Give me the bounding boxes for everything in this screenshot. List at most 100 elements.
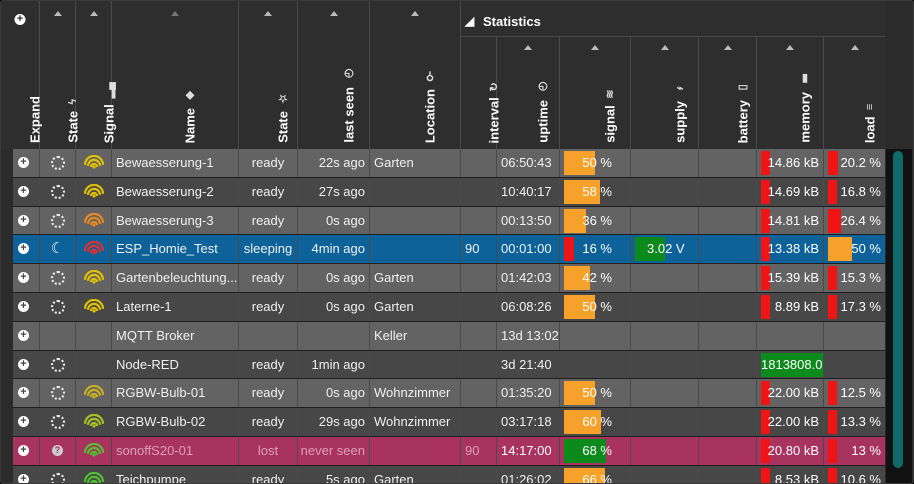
signal-value: 50 %: [582, 155, 612, 170]
cell-sigicon: [76, 350, 112, 379]
device-name[interactable]: RGBW-Bulb-01: [116, 385, 206, 401]
device-name[interactable]: Bewaesserung-2: [116, 183, 214, 199]
sort-icon[interactable]: [411, 11, 419, 16]
col-state[interactable]: State ☆: [239, 1, 298, 149]
sort-icon[interactable]: [524, 45, 532, 50]
table-row[interactable]: + Gartenbeleuchtung... ready 0s ago Garten 01…: [13, 264, 885, 293]
expand-row-icon[interactable]: +: [18, 358, 29, 370]
cell-expand: +: [13, 321, 40, 350]
sort-icon[interactable]: [171, 11, 179, 16]
expand-row-icon[interactable]: +: [18, 416, 29, 428]
expand-all-icon[interactable]: +: [14, 14, 26, 25]
col-last-seen[interactable]: last seen ◷: [298, 1, 370, 149]
device-name[interactable]: MQTT Broker: [116, 327, 195, 343]
cell-last_seen: never seen: [298, 436, 370, 465]
expand-row-icon[interactable]: +: [18, 444, 29, 456]
device-name[interactable]: Gartenbeleuchtung...: [116, 270, 238, 286]
cell-state: ready: [239, 149, 298, 177]
col-signal-icon[interactable]: Signal ▂▄: [76, 1, 116, 149]
sort-icon[interactable]: [660, 45, 669, 50]
expand-row-icon[interactable]: +: [18, 329, 29, 341]
sort-icon[interactable]: [53, 11, 62, 16]
cell-interval: [461, 292, 497, 321]
table-row[interactable]: + MQTT Broker Keller 13d 13:02: [13, 321, 885, 351]
load-value: 26.4 %: [840, 212, 881, 228]
sort-icon[interactable]: [786, 45, 794, 50]
cell-load: 13.3 %: [824, 408, 885, 436]
col-signal[interactable]: signal ≋: [560, 37, 631, 149]
table-row[interactable]: +? sonoffS20-01 lost never seen 90 14:17:00 68…: [13, 436, 885, 466]
memory-bar: [761, 237, 770, 262]
expand-row-icon[interactable]: +: [18, 387, 29, 399]
col-load[interactable]: load ≡: [824, 37, 885, 149]
cell-supply: [631, 149, 699, 177]
cell-name: Laterne-1: [112, 292, 239, 321]
col-battery[interactable]: battery ▭: [699, 37, 757, 149]
cell-state: sleeping: [239, 235, 298, 264]
expand-row-icon[interactable]: +: [18, 300, 29, 312]
battery-icon: ▭: [737, 80, 749, 94]
table-row[interactable]: + Teichpumpe ready 5s ago Garten 01:26:02 66 %…: [13, 465, 885, 484]
table-row[interactable]: + Bewaesserung-2 ready 27s ago 10:40:17 58 % 1…: [13, 177, 885, 207]
cell-memory: 8.53 kB: [757, 465, 824, 483]
col-memory-label: memory: [797, 92, 813, 143]
cell-battery: [699, 149, 757, 177]
device-name[interactable]: Bewaesserung-1: [116, 155, 214, 170]
col-name-label: Name: [182, 107, 198, 143]
device-name[interactable]: Laterne-1: [116, 298, 172, 314]
scrollbar[interactable]: [886, 149, 912, 483]
table-row[interactable]: + RGBW-Bulb-01 ready 0s ago Wohnzimmer 01:35:…: [13, 379, 885, 409]
spinner-icon: [50, 271, 65, 286]
expand-row-icon[interactable]: +: [18, 243, 29, 255]
scrollbar-thumb[interactable]: [893, 151, 903, 468]
device-name[interactable]: sonoffS20-01: [116, 442, 194, 458]
table-row[interactable]: + ☾ ESP_Homie_Test sleeping 4min ago 90 00:01:…: [13, 235, 885, 265]
memory-bar: [761, 266, 770, 291]
signal-bar: [564, 410, 601, 435]
col-interval[interactable]: interval ↻: [461, 37, 501, 149]
last-seen: 22s ago: [318, 155, 365, 170]
sort-icon[interactable]: [329, 11, 338, 16]
expand-row-icon[interactable]: +: [18, 214, 29, 226]
expand-row-icon[interactable]: +: [18, 157, 29, 168]
col-expand[interactable]: + Expand: [1, 1, 43, 149]
device-name[interactable]: Teichpumpe: [116, 471, 187, 484]
table-row[interactable]: + Bewaesserung-1 ready 22s ago Garten 06:50:4…: [13, 149, 885, 178]
table-row[interactable]: + Node-RED ready 1min ago 3d 21:40 1813808.00: [13, 350, 885, 380]
device-name[interactable]: ESP_Homie_Test: [116, 241, 218, 257]
sort-icon[interactable]: [264, 11, 272, 16]
sort-icon[interactable]: [723, 45, 732, 50]
sort-icon[interactable]: [850, 45, 859, 50]
expand-row-icon[interactable]: +: [18, 272, 29, 284]
col-uptime[interactable]: uptime ◷: [497, 37, 560, 149]
sort-icon[interactable]: [591, 45, 599, 50]
table-row[interactable]: + RGBW-Bulb-02 ready 29s ago Wohnzimmer 03:17…: [13, 408, 885, 437]
cell-interval: 90: [461, 235, 497, 264]
signal-value: 36 %: [582, 212, 612, 228]
spinner-icon: [50, 386, 65, 401]
cell-sigicon: [76, 408, 112, 436]
cell-sigicon: [76, 379, 112, 408]
signal-bar: [564, 179, 600, 204]
expand-row-icon[interactable]: +: [18, 473, 29, 483]
sort-icon[interactable]: [89, 11, 98, 16]
device-name[interactable]: Bewaesserung-3: [116, 212, 214, 228]
device-name[interactable]: Node-RED: [116, 356, 179, 372]
col-supply[interactable]: supply ⌁: [631, 37, 699, 149]
expand-row-icon[interactable]: +: [18, 185, 29, 197]
device-name[interactable]: RGBW-Bulb-02: [116, 414, 206, 430]
cell-expand: +: [13, 408, 40, 436]
cell-expand: +: [13, 149, 40, 177]
location: Garten: [374, 270, 414, 286]
col-state-icon[interactable]: State ϟ: [40, 1, 80, 149]
cell-expand: +: [13, 264, 40, 292]
cell-interval: [461, 350, 497, 379]
cell-state: ready: [239, 292, 298, 321]
col-memory[interactable]: memory ▮: [757, 37, 824, 149]
cell-name: Bewaesserung-1: [112, 149, 239, 177]
load-bar: [828, 294, 837, 319]
table-row[interactable]: + Laterne-1 ready 0s ago Garten 06:08:26 50 % 8…: [13, 292, 885, 322]
col-name[interactable]: Name ◆: [112, 1, 239, 149]
col-location[interactable]: Location ⚲: [370, 1, 461, 149]
table-row[interactable]: + Bewaesserung-3 ready 0s ago 00:13:50 36 % 14…: [13, 206, 885, 236]
